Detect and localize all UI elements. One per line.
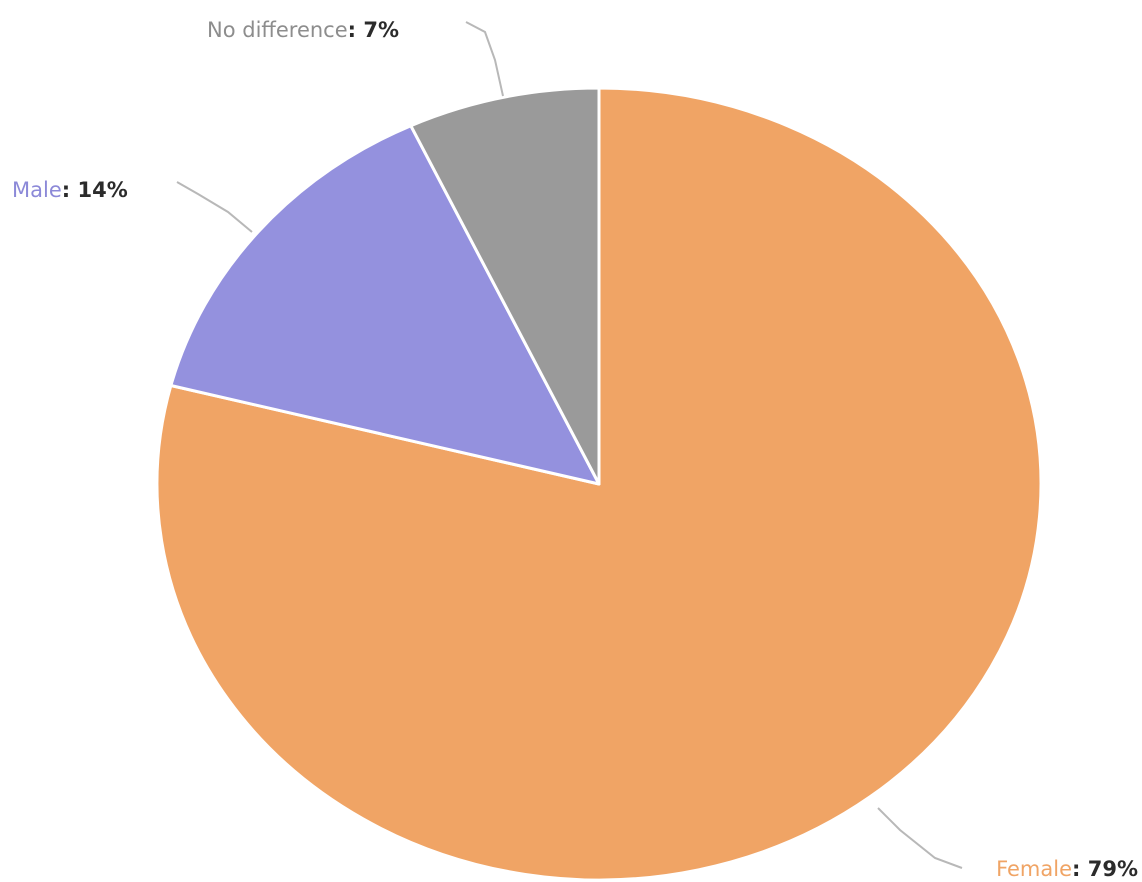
pie-slices bbox=[155, 86, 1043, 882]
leader-line-no-difference bbox=[465, 21, 504, 97]
slice-label-no-difference: No difference: 7% bbox=[207, 18, 399, 42]
slice-value-no-difference: 7% bbox=[363, 18, 399, 42]
pie-slice-male bbox=[169, 124, 601, 486]
pie-slice-no-difference bbox=[409, 86, 601, 486]
slice-value-female: 79% bbox=[1088, 857, 1138, 881]
slice-separator-female: : bbox=[1072, 857, 1088, 881]
slice-label-female: Female: 79% bbox=[996, 857, 1138, 881]
slice-separator-no-difference: : bbox=[348, 18, 364, 42]
slice-value-male: 14% bbox=[77, 178, 127, 202]
slice-name-male: Male bbox=[12, 178, 62, 202]
label-leader-lines bbox=[176, 21, 963, 869]
slice-separator-male: : bbox=[62, 178, 78, 202]
slice-name-female: Female bbox=[996, 857, 1072, 881]
slice-name-no-difference: No difference bbox=[207, 18, 348, 42]
slice-label-male: Male: 14% bbox=[12, 178, 128, 202]
leader-line-female bbox=[877, 807, 963, 869]
leader-line-male bbox=[176, 181, 253, 233]
